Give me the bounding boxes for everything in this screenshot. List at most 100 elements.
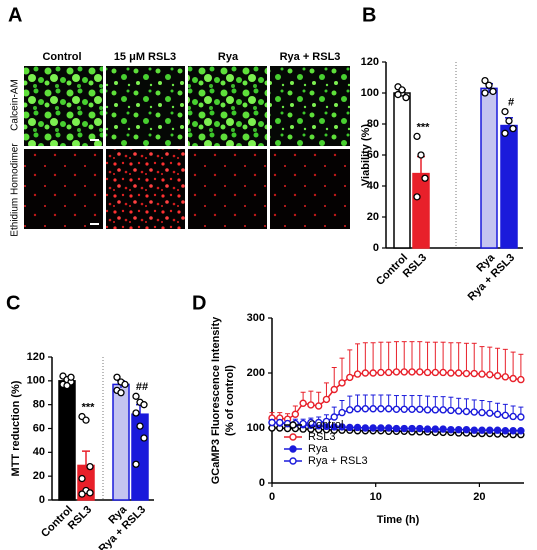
panel-label: B [362, 4, 376, 26]
marker [361, 424, 370, 432]
data-point [140, 434, 148, 442]
y-tick-label: 40 [367, 180, 379, 192]
bar [480, 87, 498, 249]
marker [369, 369, 377, 377]
legend-label: Rya + RSL3 [308, 455, 368, 467]
data-point [481, 89, 489, 97]
y-tick-label: 0 [373, 242, 379, 254]
marker [314, 418, 323, 427]
panel-label: C [6, 292, 20, 314]
marker [454, 369, 463, 377]
marker [314, 402, 323, 410]
data-point [485, 81, 493, 89]
marker [423, 425, 432, 433]
marker [517, 427, 525, 435]
marker [509, 412, 517, 421]
data-point [121, 380, 129, 389]
bar [393, 92, 411, 249]
data-point [509, 124, 517, 133]
significance-label: # [508, 97, 514, 109]
panel-label: A [8, 4, 22, 26]
marker [361, 405, 370, 413]
marker [330, 413, 338, 421]
y-tick-label: 100 [247, 422, 265, 434]
marker [509, 427, 517, 435]
marker [423, 368, 432, 377]
data-point [505, 117, 513, 125]
y-tick-label: 120 [27, 351, 45, 363]
y-tick-label: 0 [39, 494, 45, 506]
marker [486, 409, 494, 417]
marker [462, 369, 471, 378]
marker [346, 406, 354, 414]
data-point [394, 90, 402, 99]
panel-label: D [192, 292, 206, 314]
y-tick-label: 60 [33, 422, 45, 434]
y-tick-label: 300 [247, 312, 265, 324]
data-point [402, 94, 410, 102]
marker [369, 405, 377, 413]
y-axis-label: (% of control) [224, 365, 236, 436]
legend-label: Control [308, 419, 343, 431]
marker [392, 368, 401, 376]
column-label: Rya + RSL3 [280, 51, 341, 63]
significance-label: *** [417, 121, 431, 133]
marker [346, 373, 354, 382]
marker [493, 372, 502, 380]
y-axis-label: MTT reduction (%) [10, 380, 22, 476]
x-tick-label: 20 [473, 491, 485, 503]
marker [408, 368, 416, 376]
marker [517, 413, 525, 421]
marker [470, 408, 478, 416]
micrograph [270, 149, 350, 229]
micrograph [270, 66, 350, 146]
panel-a: A Control 15 μM RSL3 Rya Rya + RSL3 Calc… [8, 4, 350, 237]
data-point [489, 87, 497, 96]
marker [408, 424, 416, 433]
data-point [117, 389, 125, 397]
marker [447, 369, 455, 377]
marker [268, 418, 276, 427]
data-point [86, 489, 94, 497]
column-label: 15 μM RSL3 [114, 51, 176, 63]
marker [408, 405, 416, 413]
marker [353, 423, 362, 432]
marker [431, 425, 440, 433]
micrograph [188, 149, 267, 229]
marker [454, 425, 463, 434]
marker [377, 424, 385, 432]
data-point [67, 373, 75, 381]
data-point [78, 490, 86, 498]
marker [330, 423, 338, 431]
marker [462, 407, 471, 416]
marker [338, 408, 346, 417]
significance-label: *** [82, 401, 96, 413]
marker [470, 426, 478, 434]
marker [454, 407, 463, 415]
y-tick-label: 200 [247, 367, 265, 379]
micrograph [24, 149, 103, 229]
marker [486, 426, 494, 434]
marker [501, 411, 510, 420]
data-point [398, 86, 406, 94]
data-point [417, 151, 425, 159]
y-tick-label: 20 [367, 211, 379, 223]
marker [416, 424, 424, 433]
marker [338, 379, 346, 387]
y-tick-label: 80 [33, 399, 45, 411]
y-tick-label: 40 [33, 446, 45, 458]
data-point [421, 174, 429, 182]
column-label: Rya [218, 51, 239, 63]
marker [478, 370, 486, 378]
marker [423, 406, 432, 414]
data-point [413, 193, 421, 201]
y-tick-label: 80 [367, 118, 379, 130]
marker [330, 385, 338, 394]
marker [377, 368, 385, 377]
marker [416, 368, 424, 376]
marker [322, 417, 331, 426]
y-axis-label: GCaMP3 Fluorescence Intensity [210, 316, 222, 484]
legend-marker [289, 433, 297, 441]
data-point [132, 409, 140, 417]
